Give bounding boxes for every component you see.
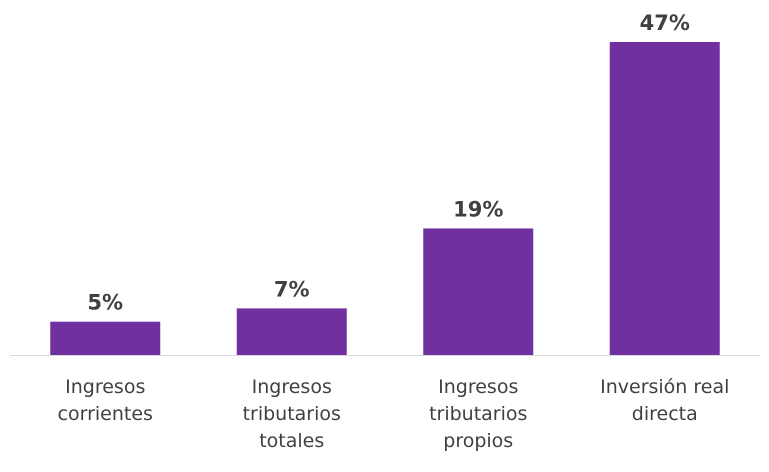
value-label: 7% [274, 277, 310, 301]
value-label: 19% [453, 197, 503, 221]
x-tick-label: Inversión real directa [600, 376, 730, 425]
x-tick-label: Ingresos tributarios propios [429, 376, 528, 452]
bar [423, 228, 534, 355]
value-label: 5% [87, 291, 123, 315]
x-tick-label: Ingresos tributarios totales [242, 376, 341, 452]
bar [609, 42, 720, 355]
bar [236, 308, 347, 355]
x-tick-label: Ingresos corrientes [57, 376, 153, 425]
value-label: 47% [640, 11, 690, 35]
bar [50, 321, 161, 355]
